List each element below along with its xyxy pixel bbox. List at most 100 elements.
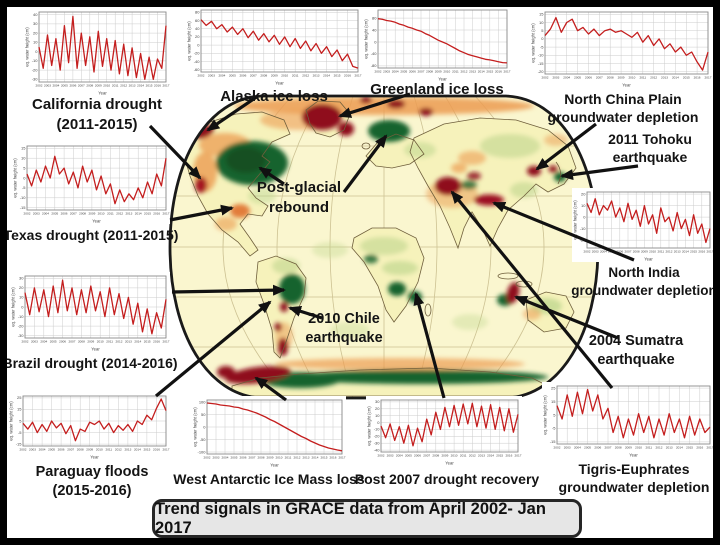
svg-text:-20: -20 [32,67,39,72]
svg-text:2008: 2008 [615,446,622,450]
svg-text:2012: 2012 [115,448,122,452]
svg-text:2005: 2005 [61,84,68,88]
svg-text:-20: -20 [194,51,201,56]
svg-text:2007: 2007 [249,456,256,460]
svg-text:2010: 2010 [451,454,458,458]
svg-text:2003: 2003 [29,448,36,452]
blob-west-antarctic [225,366,291,384]
svg-text:2012: 2012 [469,454,476,458]
svg-text:30: 30 [375,399,380,404]
svg-text:20: 20 [195,34,200,39]
svg-text:2015: 2015 [334,74,341,78]
svg-text:2004: 2004 [218,74,225,78]
blob-california [195,177,207,193]
svg-text:2007: 2007 [69,340,76,344]
chart-post-2007-recovery: -40 -30 -20 -10 0 10 20 30 2002 2003 2004 2005 2006 2… [366,396,522,466]
svg-text:Year: Year [438,77,447,82]
svg-text:2011: 2011 [292,74,299,78]
svg-text:2012: 2012 [120,84,127,88]
svg-text:2016: 2016 [153,340,160,344]
caption-text: Trend signals in GRACE data from April 2… [155,499,546,537]
svg-text:-10: -10 [538,53,545,58]
svg-text:2005: 2005 [231,456,238,460]
chart-alaska-ice-loss: -60 -40 -20 0 20 40 60 80 2002 2003 2004 2005 2006 20… [186,6,362,86]
svg-text:2007: 2007 [250,74,257,78]
svg-text:2015: 2015 [321,456,328,460]
svg-text:100: 100 [199,399,206,404]
svg-text:2014: 2014 [134,340,141,344]
svg-text:2003: 2003 [208,74,215,78]
chart-brazil-drought: -30 -20 -10 0 10 20 30 2002 2003 2004 2005 2006 2007… [10,272,170,352]
svg-text:2010: 2010 [98,212,105,216]
blob-brazil [279,274,305,304]
svg-text:2007: 2007 [78,84,85,88]
svg-text:-5: -5 [22,185,26,190]
svg-text:2017: 2017 [707,250,714,254]
svg-text:2014: 2014 [487,454,494,458]
svg-text:2015: 2015 [144,212,151,216]
svg-text:2008: 2008 [607,76,614,80]
svg-text:2015: 2015 [486,70,493,74]
chart-west-antarctic: -100 -50 0 50 100 2002 2003 2004 2005 2006 2007 200… [192,396,346,468]
svg-text:2006: 2006 [409,70,416,74]
svg-text:30: 30 [19,276,24,281]
svg-text:60: 60 [195,18,200,23]
svg-text:0: 0 [541,36,544,41]
svg-text:2011: 2011 [106,340,113,344]
label-post-glacial-rebound: Post-glacial rebound [256,179,342,216]
arrow-sumatra [514,295,619,340]
blob-greenland [302,104,342,130]
svg-text:-15: -15 [20,205,27,210]
label-alaska-ice-loss: Alaska ice loss [220,88,328,105]
svg-text:2017: 2017 [163,84,170,88]
arrow-california [148,124,202,180]
svg-text:2007: 2007 [70,212,77,216]
svg-text:2010: 2010 [276,456,283,460]
svg-text:-10: -10 [32,58,39,63]
svg-text:2013: 2013 [469,70,476,74]
svg-text:2002: 2002 [198,74,205,78]
svg-text:2004: 2004 [396,454,403,458]
svg-text:2015: 2015 [144,340,151,344]
svg-text:10: 10 [21,156,26,161]
svg-text:10: 10 [375,413,380,418]
arrow-alaska [206,94,259,132]
svg-text:2010: 2010 [635,446,642,450]
label-north-china-plain: North China Plain groundwater depletion [547,91,699,126]
svg-text:Year: Year [644,257,653,262]
svg-text:-10: -10 [580,226,587,231]
svg-text:eq. water height (cm): eq. water height (cm) [531,23,536,63]
arrow-texas [169,204,234,222]
svg-text:-20: -20 [18,323,25,328]
svg-text:0: 0 [23,175,26,180]
svg-text:2010: 2010 [281,74,288,78]
svg-text:5: 5 [19,418,22,423]
svg-text:2003: 2003 [383,70,390,74]
svg-text:-10: -10 [18,314,25,319]
svg-text:2014: 2014 [672,76,679,80]
svg-text:40: 40 [195,26,200,31]
svg-text:-30: -30 [18,333,25,338]
svg-text:2010: 2010 [97,340,104,344]
svg-text:2008: 2008 [260,74,267,78]
svg-text:2014: 2014 [478,70,485,74]
svg-text:2015: 2015 [143,448,150,452]
svg-text:2010: 2010 [103,84,110,88]
svg-text:2003: 2003 [387,454,394,458]
svg-text:2006: 2006 [616,250,623,254]
svg-text:2014: 2014 [676,446,683,450]
svg-text:2011: 2011 [107,212,114,216]
svg-text:10: 10 [581,203,586,208]
svg-text:0: 0 [377,420,380,425]
svg-text:2006: 2006 [58,448,65,452]
chart-greenland-ice-loss: -80 -40 0 40 80 2002 2003 2004 2005 2006 2007 2008 2… [363,6,511,82]
svg-text:2004: 2004 [42,212,49,216]
svg-text:2006: 2006 [240,456,247,460]
svg-text:2006: 2006 [594,446,601,450]
label-west-antarctic: West Antarctic Ice Mass loss [173,471,365,487]
svg-text:2008: 2008 [77,448,84,452]
svg-text:2016: 2016 [153,448,160,452]
svg-text:2013: 2013 [666,446,673,450]
svg-text:2016: 2016 [505,454,512,458]
svg-text:2005: 2005 [400,70,407,74]
